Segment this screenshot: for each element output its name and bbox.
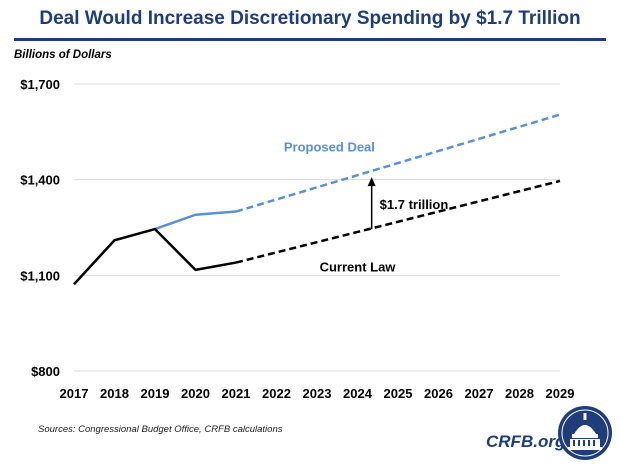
- x-tick-label: 2024: [343, 386, 373, 401]
- x-tick-label: 2027: [465, 386, 494, 401]
- x-tick-label: 2025: [384, 386, 413, 401]
- difference-arrow-head: [367, 177, 376, 187]
- y-tick-label: $1,700: [20, 77, 60, 92]
- x-tick-label: 2026: [424, 386, 453, 401]
- x-tick-label: 2021: [222, 386, 251, 401]
- proposed-deal-dashed-line: [235, 113, 561, 213]
- annotation: Proposed Deal Current Law $1.7 trillion: [284, 140, 448, 275]
- x-tick-label: 2022: [262, 386, 291, 401]
- y-axis-label: Billions of Dollars: [14, 49, 112, 61]
- current-law-dashed-line: [235, 179, 561, 264]
- current-law-solid-line: [73, 227, 237, 286]
- y-tick-label: $1,400: [20, 173, 60, 188]
- y-tick-labels: $800 $1,100 $1,400 $1,700: [20, 77, 60, 379]
- x-tick-label: 2019: [141, 386, 170, 401]
- x-tick-label: 2029: [546, 386, 575, 401]
- proposed-deal-solid-line: [154, 210, 237, 231]
- series-lines: [73, 113, 561, 286]
- capitol-dome-logo-icon: [558, 406, 612, 460]
- chart-title: Deal Would Increase Discretionary Spendi…: [39, 8, 581, 29]
- y-tick-label: $800: [31, 364, 60, 379]
- source-note: Sources: Congressional Budget Office, CR…: [38, 424, 283, 435]
- series-label: Proposed Deal: [284, 140, 375, 155]
- x-tick-labels: 2017 2018 2019 2020 2021 2022 2023 2024 2025 2026…: [60, 386, 575, 401]
- x-tick-label: 2018: [100, 386, 129, 401]
- x-tick-label: 2028: [505, 386, 534, 401]
- brand-text: CRFB.org: [486, 432, 566, 451]
- x-tick-label: 2017: [60, 386, 89, 401]
- grid-lines: [74, 83, 560, 372]
- x-tick-label: 2023: [303, 386, 332, 401]
- y-tick-label: $1,100: [20, 268, 60, 283]
- series-label: Current Law: [320, 260, 397, 275]
- title-underline: [14, 38, 606, 41]
- annotation-label: $1.7 trillion: [380, 197, 449, 212]
- x-tick-label: 2020: [181, 386, 210, 401]
